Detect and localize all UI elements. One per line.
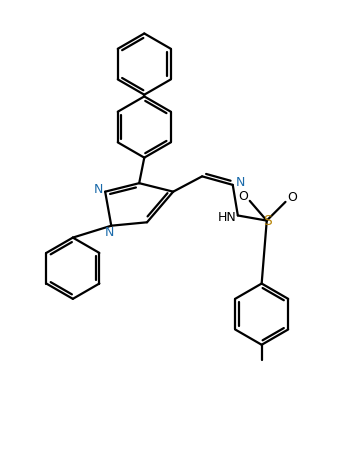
Text: S: S [263,213,272,227]
Text: N: N [236,176,245,189]
Text: N: N [94,184,103,197]
Text: HN: HN [217,211,236,224]
Text: O: O [287,191,297,204]
Text: O: O [239,190,249,203]
Text: N: N [105,226,114,239]
